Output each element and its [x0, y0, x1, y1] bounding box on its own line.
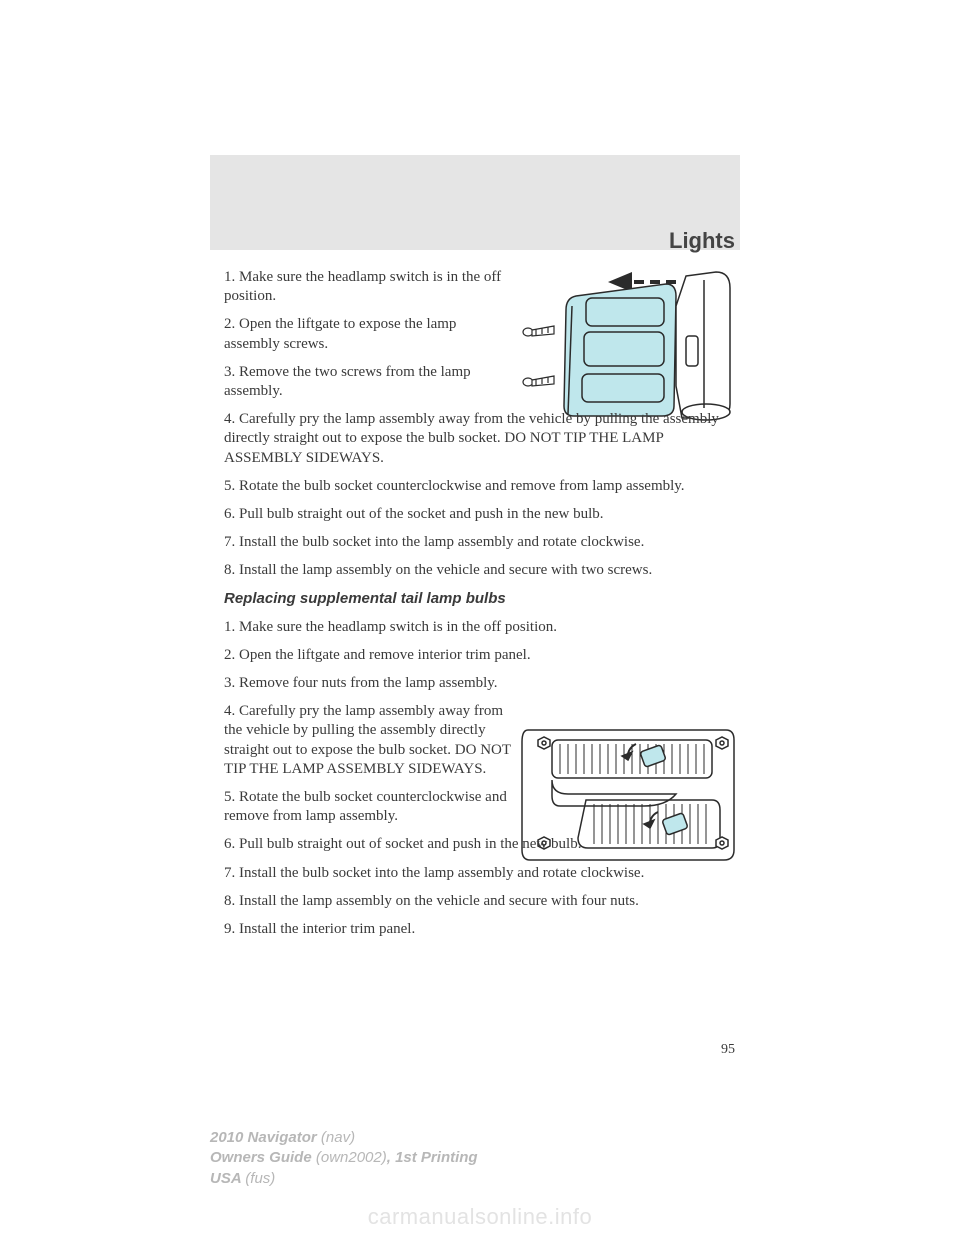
step-text: 9. Install the interior trim panel. — [224, 920, 740, 939]
section-title: Lights — [669, 228, 735, 254]
page: Lights — [0, 0, 960, 1242]
step-text: 7. Install the bulb socket into the lamp… — [224, 533, 740, 552]
step-text: 3. Remove the two screws from the lamp a… — [224, 363, 514, 401]
step-text: 3. Remove four nuts from the lamp assemb… — [224, 674, 514, 693]
content-body: 1. Make sure the headlamp switch is in t… — [224, 268, 740, 948]
subheading: Replacing supplemental tail lamp bulbs — [224, 589, 740, 608]
footer-line: USA (fus) — [210, 1169, 478, 1189]
step-text: 7. Install the bulb socket into the lamp… — [224, 864, 740, 883]
footer-line: Owners Guide (own2002), 1st Printing — [210, 1148, 478, 1168]
step-text: 4. Carefully pry the lamp assembly away … — [224, 702, 514, 779]
step-text: 1. Make sure the headlamp switch is in t… — [224, 618, 740, 637]
step-text: 1. Make sure the headlamp switch is in t… — [224, 268, 514, 306]
watermark: carmanualsonline.info — [0, 1204, 960, 1230]
step-text: 6. Pull bulb straight out of socket and … — [224, 835, 740, 854]
page-number: 95 — [721, 1042, 735, 1058]
step-text: 5. Rotate the bulb socket counterclockwi… — [224, 477, 740, 496]
step-text: 5. Rotate the bulb socket counterclockwi… — [224, 788, 514, 826]
step-text: 6. Pull bulb straight out of the socket … — [224, 505, 740, 524]
step-text: 4. Carefully pry the lamp assembly away … — [224, 410, 740, 468]
step-text: 8. Install the lamp assembly on the vehi… — [224, 561, 740, 580]
step-text: 8. Install the lamp assembly on the vehi… — [224, 892, 740, 911]
step-text: 2. Open the liftgate to expose the lamp … — [224, 315, 514, 353]
footer-line: 2010 Navigator (nav) — [210, 1128, 478, 1148]
header-gray-box — [210, 155, 740, 250]
step-text: 2. Open the liftgate and remove interior… — [224, 646, 740, 665]
footer: 2010 Navigator (nav) Owners Guide (own20… — [210, 1128, 478, 1189]
